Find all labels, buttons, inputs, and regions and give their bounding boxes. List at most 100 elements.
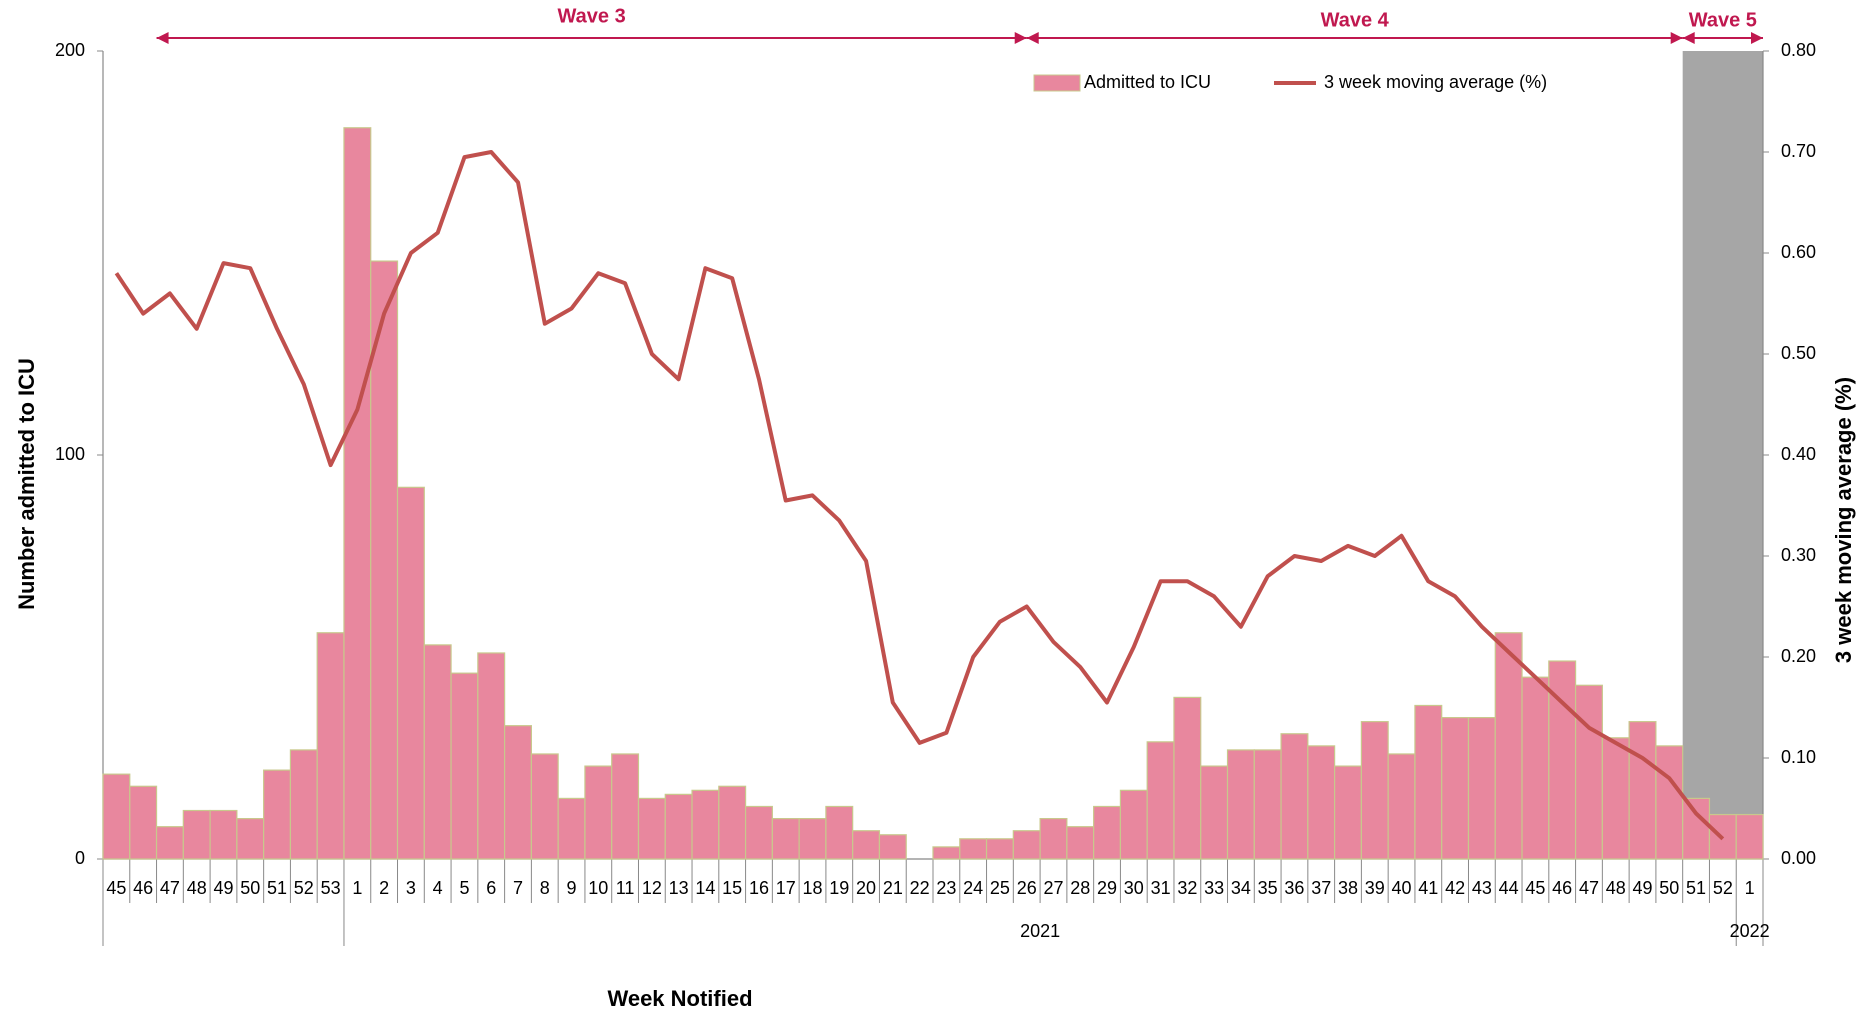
x-tick-label: 16 — [749, 878, 769, 898]
shaded-region — [1682, 51, 1763, 859]
bar — [1387, 753, 1416, 860]
legend-label: 3 week moving average (%) — [1324, 72, 1547, 92]
x-tick-label: 10 — [588, 878, 608, 898]
bar — [423, 644, 452, 860]
y2-tick-label: 0.10 — [1781, 747, 1816, 767]
bar — [825, 805, 854, 860]
bar — [1200, 765, 1229, 860]
bar — [1226, 749, 1255, 860]
x-tick-label: 23 — [936, 878, 956, 898]
y2-tick-label: 0.60 — [1781, 242, 1816, 262]
bar — [1467, 716, 1496, 860]
x-tick-label: 26 — [1017, 878, 1037, 898]
x-tick-label: 35 — [1258, 878, 1278, 898]
bar — [102, 773, 131, 860]
bar — [852, 830, 881, 860]
x-group-label: 2022 — [1730, 921, 1770, 941]
bar — [637, 797, 666, 860]
x-tick-label: 50 — [240, 878, 260, 898]
x-tick-label: 47 — [1579, 878, 1599, 898]
bar — [691, 789, 720, 860]
x-tick-label: 40 — [1392, 878, 1412, 898]
x-tick-label: 49 — [213, 878, 233, 898]
x-tick-label: 29 — [1097, 878, 1117, 898]
wave-arrowhead — [156, 32, 169, 44]
y2-axis-title: 3 week moving average (%) — [1831, 377, 1856, 663]
y2-tick-label: 0.70 — [1781, 141, 1816, 161]
x-tick-label: 51 — [1686, 878, 1706, 898]
bar — [1628, 721, 1657, 860]
x-tick-label: 25 — [990, 878, 1010, 898]
wave-arrowhead — [1682, 32, 1695, 44]
bar — [1574, 684, 1603, 860]
x-tick-label: 44 — [1499, 878, 1519, 898]
bar — [1414, 704, 1443, 860]
bar — [718, 785, 747, 860]
x-tick-label: 8 — [540, 878, 550, 898]
x-tick-label: 9 — [567, 878, 577, 898]
x-tick-label: 51 — [267, 878, 287, 898]
x-group-label: 2021 — [1020, 921, 1060, 941]
y-tick-label: 0 — [75, 848, 85, 868]
bar — [1119, 789, 1148, 860]
x-tick-label: 49 — [1633, 878, 1653, 898]
x-tick-label: 30 — [1124, 878, 1144, 898]
bar — [1655, 745, 1684, 860]
bar — [1039, 817, 1068, 860]
bar — [396, 486, 425, 860]
line — [114, 150, 1725, 841]
bar — [1280, 733, 1309, 860]
x-tick-label: 36 — [1284, 878, 1304, 898]
x-tick-label: 22 — [910, 878, 930, 898]
wave-label: Wave 3 — [558, 5, 626, 27]
bar — [1682, 797, 1711, 860]
bar — [664, 793, 693, 860]
x-tick-label: 2 — [379, 878, 389, 898]
x-tick-label: 17 — [776, 878, 796, 898]
wave-label: Wave 5 — [1689, 9, 1757, 31]
x-tick-label: 42 — [1445, 878, 1465, 898]
x-tick-label: 20 — [856, 878, 876, 898]
wave-label: Wave 4 — [1321, 9, 1390, 31]
x-tick-label: 21 — [883, 878, 903, 898]
bar — [1601, 737, 1630, 860]
wave-arrowhead — [1014, 32, 1027, 44]
bar — [1521, 676, 1550, 860]
x-tick-label: 52 — [294, 878, 314, 898]
y2-tick-label: 0.50 — [1781, 343, 1816, 363]
bar — [209, 809, 238, 860]
x-tick-label: 45 — [106, 878, 126, 898]
bar — [343, 127, 372, 860]
bar — [1066, 826, 1095, 860]
x-tick-label: 53 — [321, 878, 341, 898]
bar — [1307, 745, 1336, 860]
x-tick-label: 15 — [722, 878, 742, 898]
bar — [1253, 749, 1282, 860]
x-tick-label: 48 — [187, 878, 207, 898]
bar — [236, 817, 265, 860]
x-tick-label: 13 — [669, 878, 689, 898]
wave-arrowhead — [1026, 32, 1039, 44]
x-tick-label: 46 — [133, 878, 153, 898]
bar — [263, 769, 292, 860]
bar — [932, 846, 961, 860]
bar — [1146, 741, 1175, 860]
bar — [1093, 805, 1122, 860]
x-tick-label: 52 — [1713, 878, 1733, 898]
x-tick-label: 43 — [1472, 878, 1492, 898]
bar — [504, 725, 532, 860]
x-tick-label: 7 — [513, 878, 523, 898]
y2-tick-label: 0.80 — [1781, 40, 1816, 60]
x-tick-label: 28 — [1070, 878, 1090, 898]
bar — [584, 765, 613, 860]
bar — [1735, 813, 1764, 860]
x-tick-label: 32 — [1177, 878, 1197, 898]
bar — [985, 838, 1014, 860]
x-tick-label: 38 — [1338, 878, 1358, 898]
y2-tick-label: 0.20 — [1781, 646, 1816, 666]
x-axis-title: Week Notified — [607, 986, 752, 1011]
x-tick-label: 5 — [459, 878, 469, 898]
bar — [1441, 716, 1470, 860]
